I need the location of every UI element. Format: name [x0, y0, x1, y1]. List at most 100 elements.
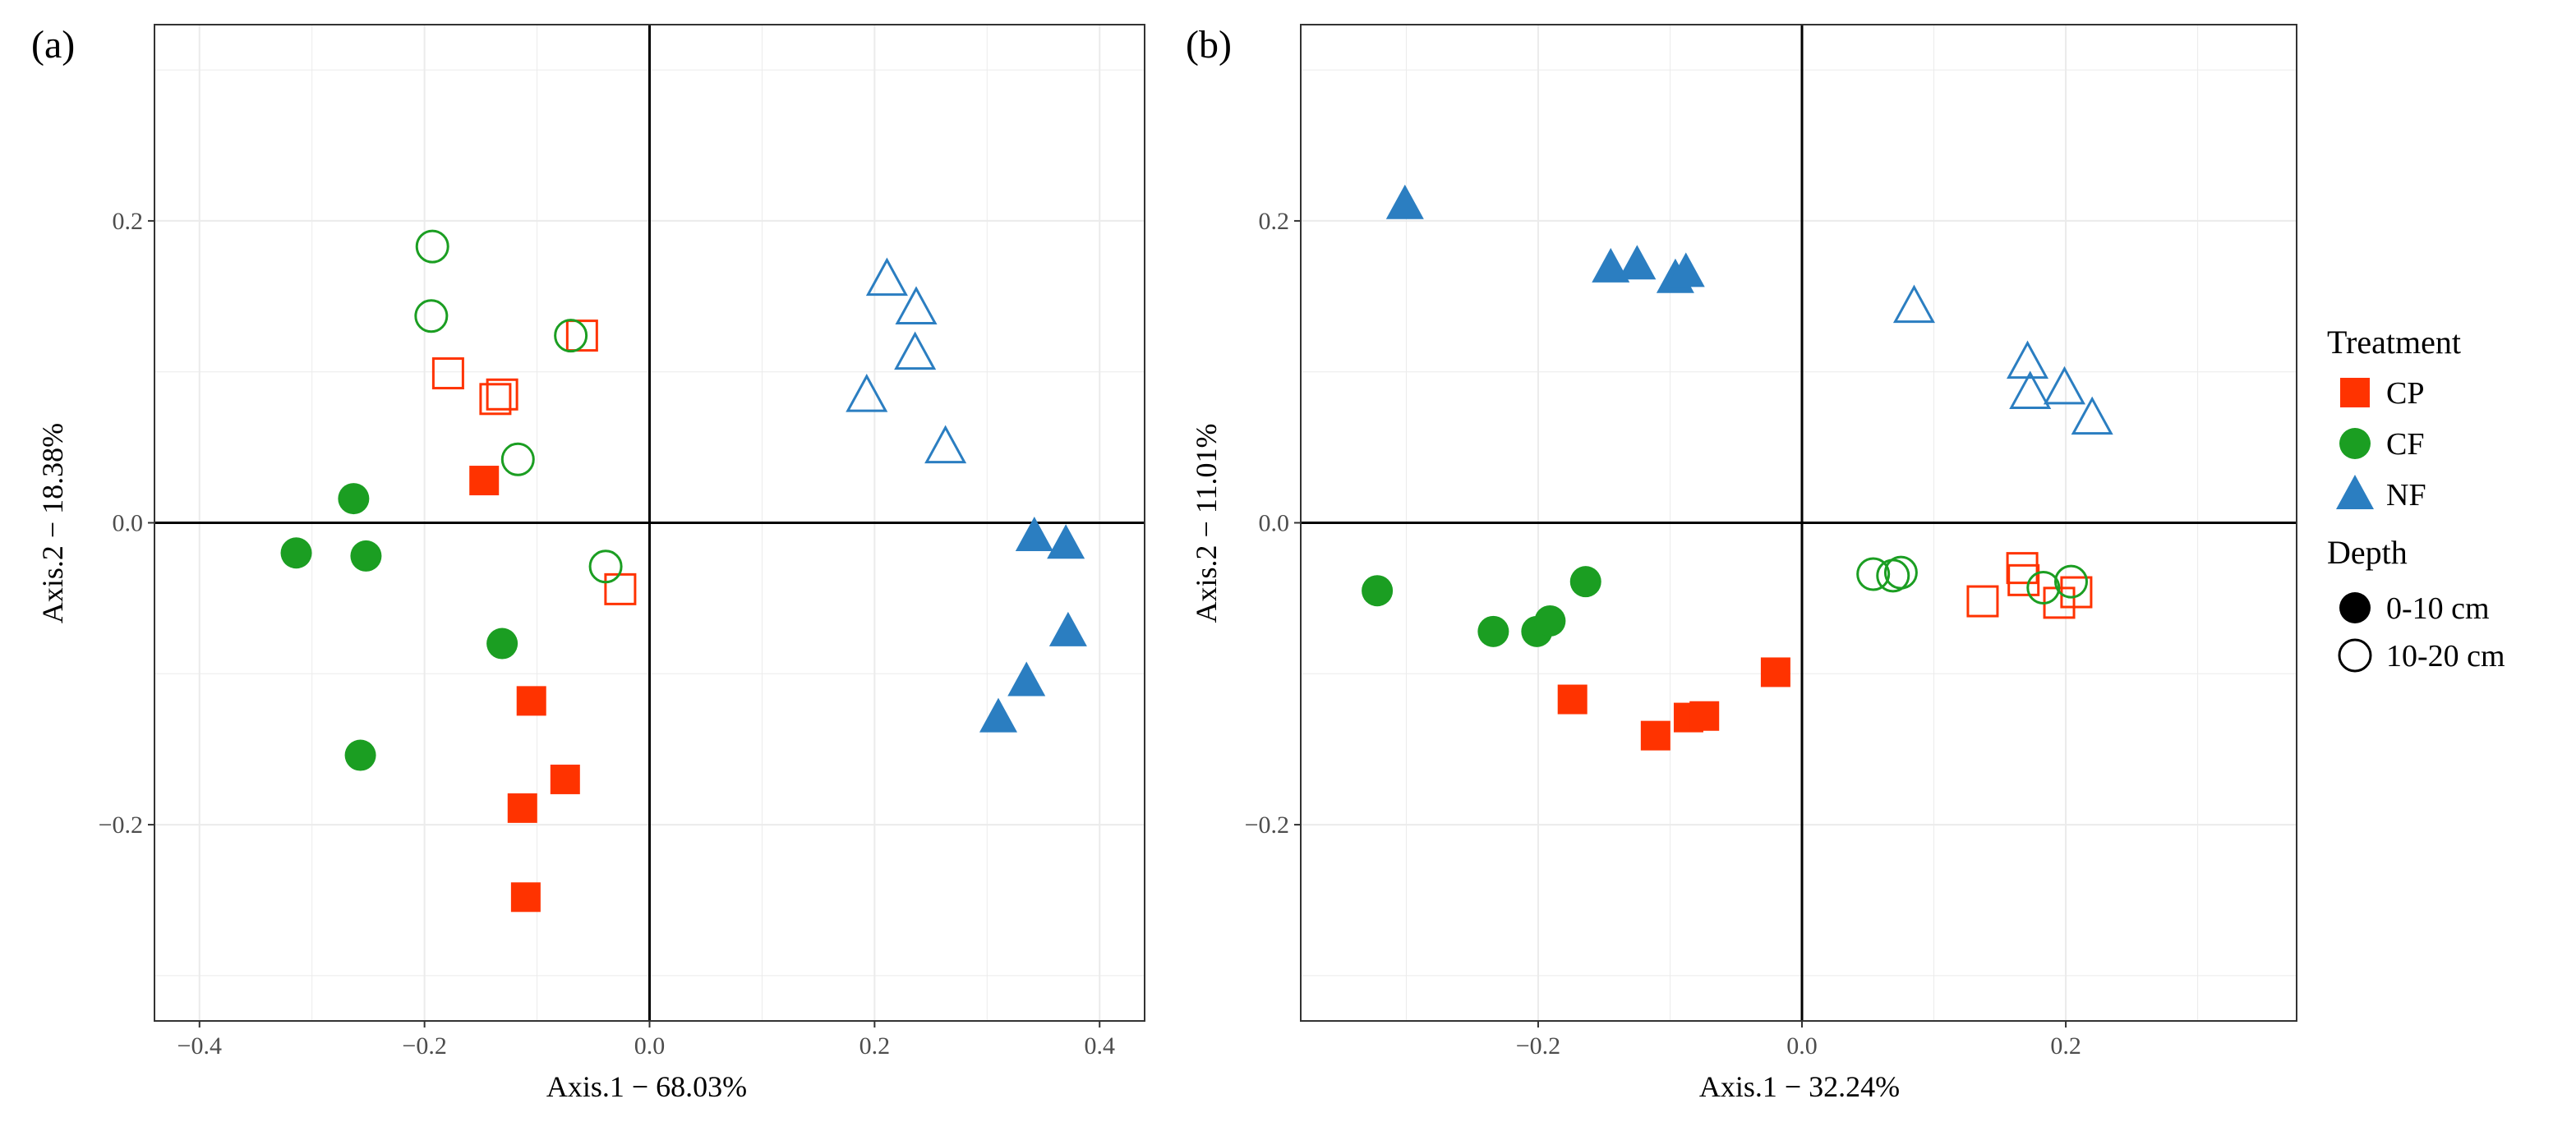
- point-cp-square: [2007, 563, 2040, 596]
- legend-cf-circle-marker: [2339, 428, 2371, 459]
- panel-a-y-ticks: −0.2 0.0 0.2: [99, 208, 154, 839]
- point-nf-triangle: [979, 697, 1017, 733]
- point-cp-square: [1689, 701, 1720, 731]
- point-cf-circle: [1362, 575, 1394, 607]
- point-cp-square: [1640, 720, 1670, 751]
- point-cf-circle: [338, 483, 370, 515]
- point-nf-triangle: [2043, 366, 2085, 405]
- point-cp-square: [510, 882, 541, 913]
- legend-cf-label: CF: [2386, 427, 2424, 462]
- point-cf-circle: [486, 628, 518, 660]
- x-tick-label: 0.0: [1786, 1032, 1818, 1060]
- point-nf-triangle: [1592, 247, 1630, 283]
- y-tick-label: 0.0: [1259, 510, 1290, 537]
- point-cp-square: [550, 764, 580, 794]
- legend-nf-label: NF: [2386, 478, 2426, 513]
- point-cp-square: [431, 357, 464, 390]
- legend-depth-marker: [2338, 638, 2372, 673]
- point-cf-circle: [554, 319, 588, 353]
- point-nf-triangle: [924, 425, 967, 464]
- point-nf-triangle: [1385, 184, 1424, 219]
- y-tick-label: 0.2: [113, 208, 144, 235]
- point-cf-circle: [280, 537, 312, 569]
- point-cp-square: [1557, 684, 1588, 715]
- panel-b-x-ticks: −0.2 0.0 0.2: [1516, 1021, 2081, 1060]
- point-cp-square: [507, 793, 537, 823]
- point-nf-triangle: [1892, 284, 1935, 324]
- point-cp-square: [565, 320, 598, 352]
- x-tick-label: −0.4: [177, 1032, 222, 1060]
- point-cp-square: [1760, 657, 1790, 687]
- panel-a-label: (a): [31, 23, 75, 67]
- point-cf-circle: [344, 739, 376, 771]
- panel-b-reference-lines: [1301, 25, 2297, 1021]
- panel-b-x-axis-title: Axis.1 − 32.24%: [1699, 1070, 1900, 1103]
- legend-depth-label: 0-10 cm: [2386, 591, 2490, 626]
- panel-a-points: [280, 229, 1087, 913]
- legend-nf-triangle-marker: [2336, 475, 2374, 509]
- x-tick-label: 0.4: [1084, 1032, 1115, 1060]
- point-cf-circle: [500, 442, 535, 476]
- point-cp-square: [2060, 576, 2093, 609]
- x-tick-label: 0.0: [634, 1032, 666, 1060]
- legend-depth-items: 0-10 cm 10-20 cm: [2338, 591, 2505, 674]
- point-nf-triangle: [1047, 524, 1085, 559]
- point-cf-circle: [350, 540, 382, 572]
- point-nf-triangle: [2071, 396, 2113, 435]
- panel-a-reference-lines: [154, 25, 1145, 1021]
- legend-cp-label: CP: [2386, 376, 2424, 411]
- panel-b: (b) −0.2 0.0 0.2 −0.2 0.0 0.2 Axis.1 − 32.24…: [1186, 23, 2297, 1103]
- point-cp-square: [469, 466, 500, 496]
- panel-b-grid: [1301, 25, 2297, 1021]
- point-cp-square: [516, 686, 546, 716]
- point-nf-triangle: [1007, 661, 1046, 697]
- panel-a: (a) −0.4 −0.2 0.0 0.2 0.4 −0.2 0.0 0.2 Axis.1 …: [31, 23, 1145, 1103]
- point-cf-circle: [1569, 566, 1601, 598]
- x-tick-label: 0.2: [2050, 1032, 2081, 1060]
- point-nf-triangle: [865, 257, 908, 297]
- legend-depth-marker: [2339, 592, 2371, 623]
- x-tick-label: −0.2: [1516, 1032, 1560, 1060]
- panel-a-x-ticks: −0.4 −0.2 0.0 0.2 0.4: [177, 1021, 1115, 1060]
- point-cp-square: [1966, 585, 1999, 618]
- legend-treatment-items: CP CF NF: [2336, 376, 2426, 513]
- point-cp-square: [486, 378, 518, 411]
- point-nf-triangle: [1666, 252, 1705, 287]
- x-tick-label: 0.2: [859, 1032, 891, 1060]
- panel-a-x-axis-title: Axis.1 − 68.03%: [546, 1070, 747, 1103]
- point-cf-circle: [1534, 605, 1566, 637]
- legend-depth-title: Depth: [2327, 534, 2408, 571]
- point-nf-triangle: [1048, 611, 1087, 646]
- point-nf-triangle: [846, 373, 888, 412]
- point-cf-circle: [1883, 555, 1918, 590]
- panel-b-label: (b): [1186, 23, 1232, 67]
- point-cp-square: [2006, 552, 2039, 585]
- point-nf-triangle: [2009, 370, 2052, 409]
- legend-treatment-title: Treatment: [2327, 324, 2461, 361]
- y-tick-label: 0.0: [113, 510, 144, 537]
- point-cf-circle: [588, 549, 623, 584]
- y-tick-label: −0.2: [1245, 811, 1289, 839]
- point-nf-triangle: [1015, 517, 1053, 552]
- point-cf-circle: [1856, 557, 1891, 591]
- point-cp-square: [479, 383, 512, 416]
- point-cf-circle: [2053, 564, 2088, 599]
- panel-a-y-axis-title: Axis.2 − 18.38%: [36, 423, 69, 623]
- panel-b-y-axis-title: Axis.2 − 11.01%: [1190, 424, 1223, 623]
- point-nf-triangle: [895, 286, 938, 325]
- panel-b-points: [1362, 184, 2113, 751]
- panel-b-y-ticks: −0.2 0.0 0.2: [1245, 208, 1301, 839]
- point-cf-circle: [414, 299, 449, 333]
- legend-depth-label: 10-20 cm: [2386, 639, 2505, 674]
- legend: Treatment CP CF NF Depth 0-10 cm 10-20 cm: [2327, 324, 2505, 674]
- y-tick-label: −0.2: [99, 811, 143, 839]
- y-tick-label: 0.2: [1259, 208, 1290, 235]
- x-tick-label: −0.2: [402, 1032, 446, 1060]
- point-nf-triangle: [894, 331, 937, 370]
- point-cf-circle: [1477, 615, 1509, 647]
- legend-cp-square-marker: [2340, 378, 2370, 407]
- point-cf-circle: [415, 229, 449, 264]
- point-cf-circle: [2026, 571, 2061, 605]
- point-nf-triangle: [1618, 245, 1657, 280]
